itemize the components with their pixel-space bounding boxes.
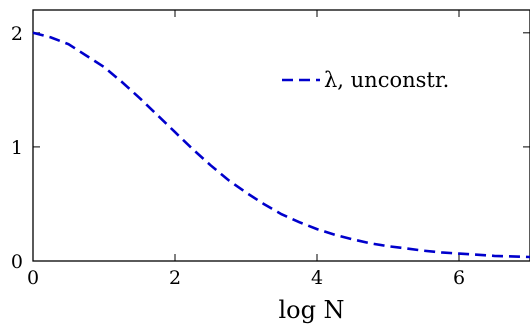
x-tick-label: 4 [311, 267, 323, 289]
plot-frame [33, 10, 530, 261]
axis-ticks [33, 10, 530, 261]
y-tick-label: 2 [11, 23, 23, 45]
legend-label: λ, unconstr. [324, 68, 449, 92]
x-tick-label: 0 [27, 267, 39, 289]
tick-labels: 0 2 4 6 0 1 2 [11, 23, 465, 289]
series-line [33, 33, 530, 257]
legend: λ, unconstr. [282, 68, 449, 92]
y-tick-label: 0 [11, 251, 23, 273]
plot-border [33, 10, 530, 261]
series-layer [33, 33, 530, 257]
x-tick-label: 2 [169, 267, 181, 289]
x-axis-title: log N [278, 296, 344, 324]
y-tick-label: 1 [11, 137, 23, 159]
x-tick-label: 6 [453, 267, 465, 289]
